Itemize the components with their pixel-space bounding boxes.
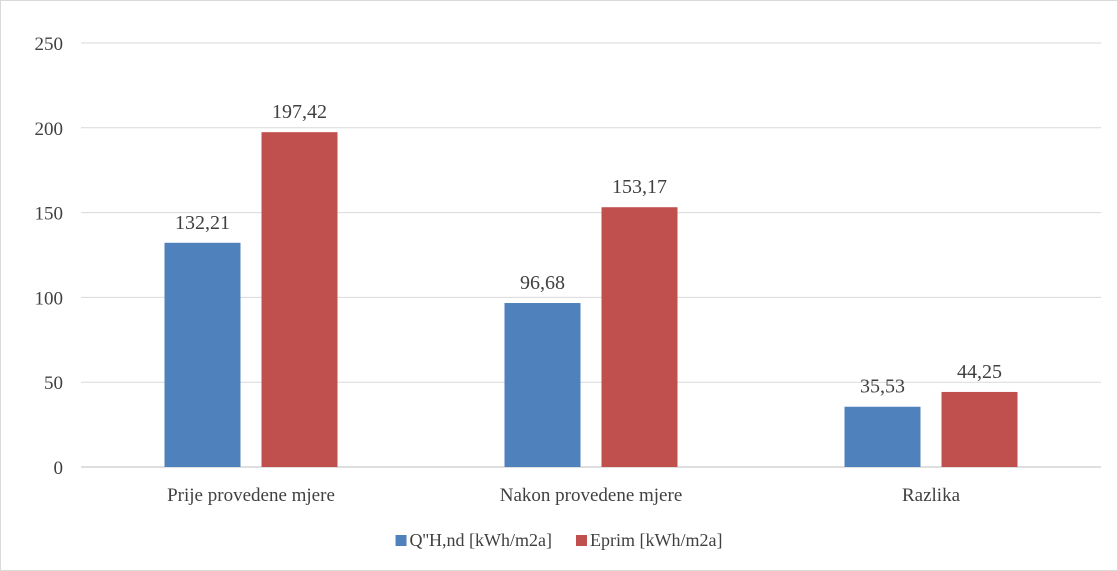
legend-swatch xyxy=(395,535,407,546)
y-axis-ticks: 0 50 100 150 200 250 xyxy=(35,34,64,479)
data-label: 153,17 xyxy=(612,176,667,198)
y-tick-label: 50 xyxy=(44,373,63,394)
bar-qhnd-1 xyxy=(504,303,581,467)
legend-item-1: Eprim [kWh/m2a] xyxy=(575,530,722,550)
data-label: 35,53 xyxy=(860,376,905,398)
category-label: Nakon provedene mjere xyxy=(500,485,683,506)
bar-eprim-2 xyxy=(941,391,1018,467)
y-tick-label: 0 xyxy=(54,458,64,479)
legend-swatch xyxy=(575,535,587,546)
data-label: 96,68 xyxy=(520,272,565,294)
bar-qhnd-0 xyxy=(164,242,241,467)
category-label: Razlika xyxy=(902,485,961,506)
data-label: 197,42 xyxy=(272,101,327,123)
bar-qhnd-2 xyxy=(844,406,921,467)
legend-label: Eprim [kWh/m2a] xyxy=(590,530,722,550)
y-tick-label: 100 xyxy=(35,288,64,309)
y-tick-label: 150 xyxy=(35,204,64,225)
data-label: 132,21 xyxy=(175,212,230,234)
x-axis-categories: Prije provedene mjere Nakon provedene mje… xyxy=(167,485,960,506)
bar-eprim-0 xyxy=(261,132,338,468)
data-label: 44,25 xyxy=(957,361,1002,383)
legend: Q''H,nd [kWh/m2a] Eprim [kWh/m2a] xyxy=(395,530,722,550)
y-tick-label: 250 xyxy=(35,34,64,55)
bar-eprim-1 xyxy=(601,207,678,467)
legend-label: Q''H,nd [kWh/m2a] xyxy=(410,530,552,550)
bars xyxy=(164,132,1018,468)
y-tick-label: 200 xyxy=(35,119,64,140)
legend-item-0: Q''H,nd [kWh/m2a] xyxy=(395,530,552,550)
data-labels: 132,21 197,42 96,68 153,17 35,53 44,25 xyxy=(175,101,1002,398)
gridlines xyxy=(81,42,1101,468)
category-label: Prije provedene mjere xyxy=(167,485,335,506)
